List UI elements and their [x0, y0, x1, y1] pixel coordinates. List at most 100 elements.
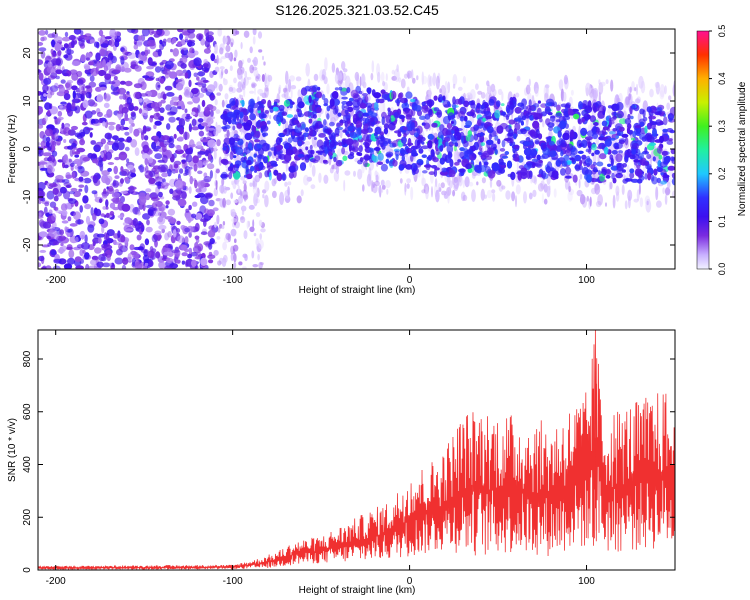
heat-blob [342, 155, 348, 162]
heat-blob [203, 48, 211, 54]
heat-blob [458, 168, 466, 173]
heat-blob [287, 137, 293, 144]
heat-blob [59, 229, 64, 236]
heat-blob [377, 71, 381, 83]
y-tick-label: 0 [22, 146, 33, 152]
heat-blob [322, 159, 328, 163]
heat-blob [117, 110, 123, 115]
heat-blob [399, 165, 405, 169]
x-tick-label: 100 [578, 576, 595, 587]
heat-blob [215, 168, 220, 174]
heat-blob [100, 213, 105, 217]
heat-blob [165, 200, 170, 205]
heat-blob [201, 67, 210, 72]
heat-blob [129, 124, 133, 134]
heat-blob [197, 71, 206, 77]
heat-blob [256, 144, 263, 149]
heat-blob [138, 196, 147, 205]
heat-blob [471, 145, 476, 152]
heat-blob [242, 180, 247, 185]
y-tick-label: 800 [22, 350, 33, 367]
heat-blob [254, 139, 261, 143]
heat-blob [374, 180, 380, 187]
heat-blob [66, 79, 74, 84]
heat-blob [204, 106, 210, 113]
heat-blob [656, 177, 662, 184]
heat-blob [96, 94, 104, 103]
heat-blob [451, 130, 455, 134]
heat-blob [65, 174, 73, 179]
heat-blob [492, 192, 496, 202]
heat-blob [192, 201, 198, 207]
heat-blob [107, 52, 114, 61]
heat-blob [65, 49, 74, 55]
heat-blob [300, 189, 304, 197]
heat-blob [267, 151, 272, 157]
heat-blob [660, 180, 667, 185]
heat-blob [267, 99, 272, 109]
heat-blob [608, 131, 616, 135]
heat-blob [186, 113, 191, 117]
heat-blob [553, 101, 558, 108]
heat-blob [337, 112, 342, 117]
heat-blob [380, 71, 385, 83]
heat-blob [434, 167, 440, 171]
heat-blob [38, 69, 42, 73]
heat-blob [368, 167, 372, 182]
heat-blob [171, 96, 180, 101]
heat-blob [262, 132, 266, 138]
heat-blob [439, 143, 444, 152]
heat-blob [671, 190, 675, 199]
heat-blob [380, 163, 388, 172]
heat-blob [164, 85, 173, 91]
heat-blob [276, 172, 283, 182]
heat-blob [663, 155, 671, 163]
heat-blob [439, 88, 442, 94]
heat-blob [249, 64, 255, 74]
heat-blob [595, 137, 599, 146]
heat-blob [659, 84, 665, 98]
heat-blob [217, 227, 221, 233]
heat-blob [92, 212, 97, 221]
heat-blob [78, 39, 85, 47]
heat-blob [213, 249, 219, 256]
heat-blob [589, 93, 594, 102]
heat-blob [65, 82, 71, 89]
heat-blob [568, 185, 572, 192]
heat-blob [288, 172, 294, 179]
heat-blob [130, 112, 137, 120]
heat-blob [560, 142, 567, 148]
heat-blob [537, 183, 544, 192]
heat-blob [120, 235, 126, 243]
heat-blob [321, 68, 327, 81]
heat-blob [394, 68, 400, 82]
heat-blob [153, 200, 158, 205]
heat-blob [525, 84, 531, 95]
heat-blob [421, 105, 429, 114]
heat-blob [487, 170, 496, 179]
heat-blob [74, 132, 82, 138]
heat-blob [95, 52, 101, 61]
heat-blob [50, 90, 55, 96]
heat-blob [611, 172, 615, 180]
heat-blob [610, 137, 616, 141]
heat-blob [324, 128, 330, 133]
heat-blob [38, 30, 46, 36]
heat-blob [252, 36, 256, 45]
heat-blob [213, 149, 217, 160]
heat-blob [127, 52, 137, 59]
heat-blob [349, 151, 355, 156]
heat-blob [595, 178, 600, 182]
heat-blob [669, 106, 675, 116]
heat-blob [148, 76, 155, 80]
heat-blob [362, 112, 370, 117]
heat-blob [318, 133, 326, 138]
heat-blob [183, 172, 188, 176]
heat-blob [102, 121, 106, 127]
heat-blob [382, 138, 391, 144]
heat-blob [484, 110, 492, 118]
heat-blob [461, 135, 465, 144]
heat-blob [98, 237, 102, 244]
heat-blob [236, 87, 242, 93]
